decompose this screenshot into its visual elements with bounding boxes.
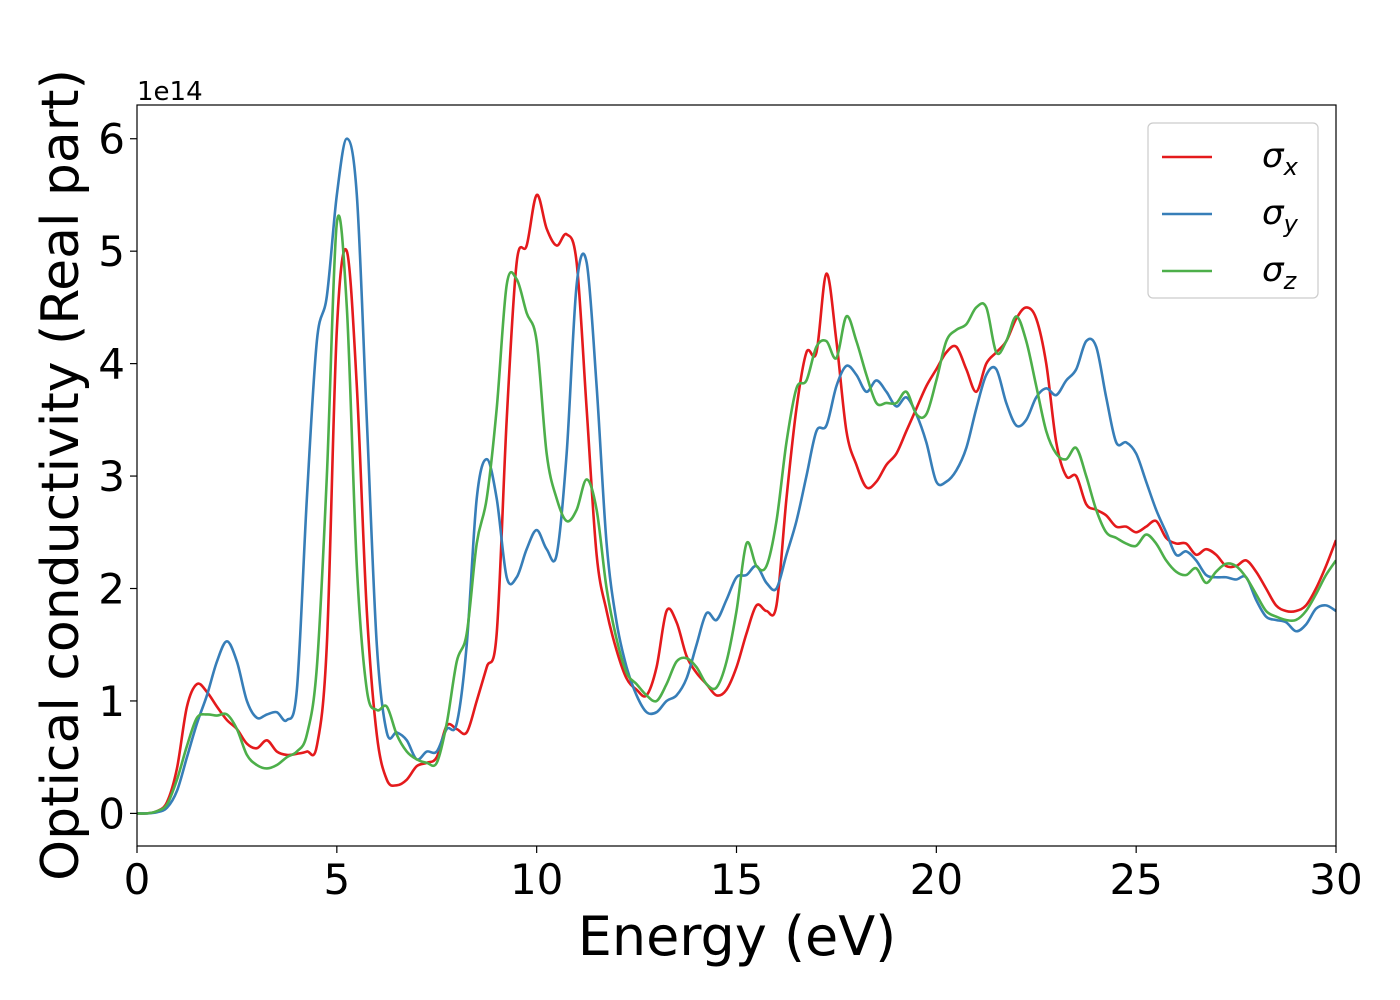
offset-label: 1e14 <box>137 77 203 107</box>
x-tick-label: 20 <box>910 855 963 904</box>
y-tick-label: 5 <box>98 227 125 276</box>
x-tick-label: 30 <box>1309 855 1362 904</box>
series-line <box>137 137 1336 815</box>
x-axis-label: Energy (eV) <box>578 905 897 968</box>
series-line <box>137 214 1336 815</box>
x-tick-label: 25 <box>1109 855 1162 904</box>
legend-label: σx <box>1262 136 1299 181</box>
y-axis-label: Optical conductivity (Real part) <box>31 69 91 881</box>
x-tick-label: 15 <box>710 855 763 904</box>
series-line <box>137 193 1336 815</box>
y-tick-label: 6 <box>98 115 125 164</box>
y-tick-label: 0 <box>98 789 125 838</box>
legend-box <box>1147 122 1319 299</box>
legend-label: σz <box>1262 250 1298 295</box>
y-tick-label: 3 <box>98 452 125 501</box>
plot-frame <box>136 104 1337 847</box>
legend-label: σy <box>1262 193 1299 238</box>
y-tick-label: 1 <box>98 677 125 726</box>
x-tick-label: 10 <box>510 855 563 904</box>
y-tick-label: 4 <box>98 340 125 389</box>
x-tick-label: 0 <box>124 855 151 904</box>
x-tick-label: 5 <box>323 855 350 904</box>
y-tick-label: 2 <box>98 565 125 614</box>
